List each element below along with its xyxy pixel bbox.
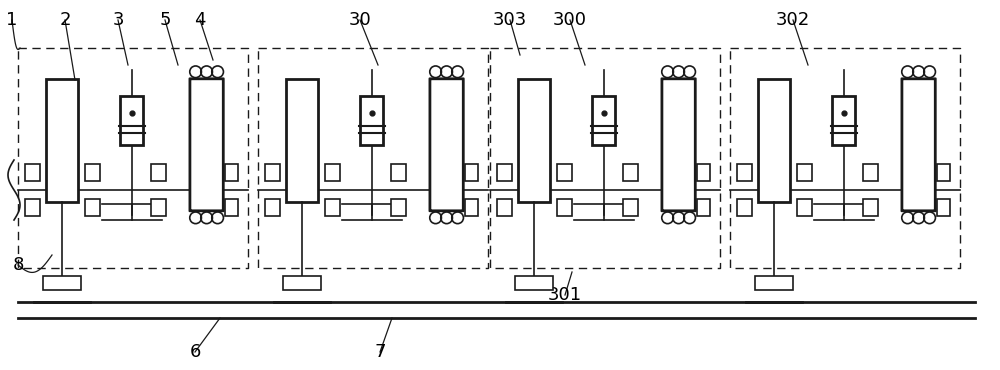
Bar <box>25 199 40 216</box>
Bar <box>360 97 383 145</box>
Bar <box>225 199 238 216</box>
Bar <box>25 164 40 181</box>
Bar <box>737 164 752 181</box>
Bar <box>937 199 950 216</box>
Bar <box>286 79 318 202</box>
Text: 6: 6 <box>189 343 201 361</box>
FancyBboxPatch shape <box>190 79 223 211</box>
Bar <box>797 164 812 181</box>
Bar <box>623 164 638 181</box>
Bar <box>43 276 81 290</box>
Bar <box>623 199 638 216</box>
Bar <box>515 276 553 290</box>
Text: 5: 5 <box>159 11 171 29</box>
Bar <box>465 164 478 181</box>
Text: 1: 1 <box>6 11 18 29</box>
Bar <box>557 199 572 216</box>
Bar <box>697 199 710 216</box>
Bar <box>832 97 855 145</box>
Bar <box>497 164 512 181</box>
Bar <box>497 199 512 216</box>
Bar <box>391 164 406 181</box>
Bar <box>518 79 550 202</box>
Bar <box>120 97 143 145</box>
Text: 300: 300 <box>553 11 587 29</box>
Text: 30: 30 <box>349 11 371 29</box>
Bar <box>283 276 321 290</box>
Bar <box>755 276 793 290</box>
Bar <box>151 164 166 181</box>
Text: 7: 7 <box>374 343 386 361</box>
Bar <box>937 164 950 181</box>
Bar <box>465 199 478 216</box>
Bar <box>325 164 340 181</box>
Bar <box>863 164 878 181</box>
Bar <box>265 199 280 216</box>
Bar <box>225 164 238 181</box>
Bar <box>325 199 340 216</box>
Bar <box>85 164 100 181</box>
Bar <box>46 79 78 202</box>
Text: 8: 8 <box>12 256 24 274</box>
Bar <box>557 164 572 181</box>
Text: 303: 303 <box>493 11 527 29</box>
Text: 2: 2 <box>59 11 71 29</box>
Bar <box>758 79 790 202</box>
Bar <box>391 199 406 216</box>
FancyBboxPatch shape <box>430 79 463 211</box>
Text: 302: 302 <box>776 11 810 29</box>
Bar <box>85 199 100 216</box>
Bar <box>863 199 878 216</box>
Bar <box>151 199 166 216</box>
Bar <box>797 199 812 216</box>
Bar <box>697 164 710 181</box>
Bar <box>265 164 280 181</box>
Text: 4: 4 <box>194 11 206 29</box>
FancyBboxPatch shape <box>662 79 695 211</box>
Text: 3: 3 <box>112 11 124 29</box>
Text: 301: 301 <box>548 286 582 304</box>
Bar <box>737 199 752 216</box>
FancyBboxPatch shape <box>902 79 935 211</box>
Bar <box>592 97 615 145</box>
